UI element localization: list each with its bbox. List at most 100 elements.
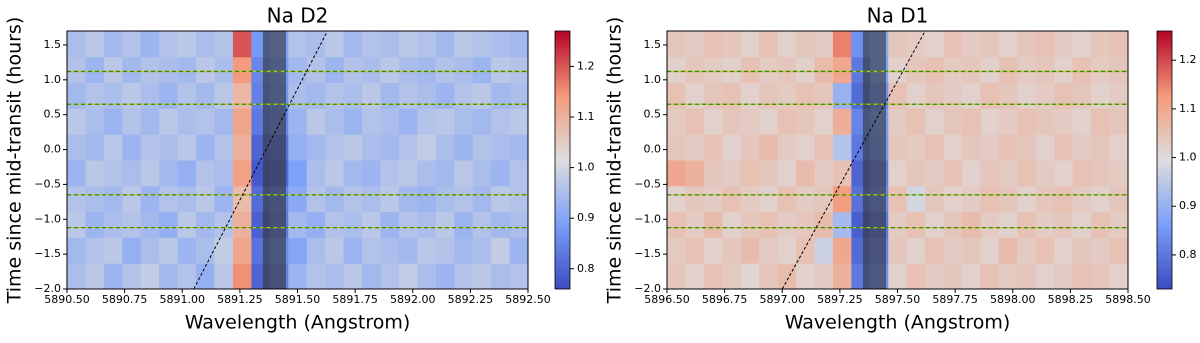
heatmap-cell	[722, 82, 742, 109]
heatmap-cell	[85, 56, 105, 84]
heatmap-cell	[380, 82, 400, 109]
heatmap-cell	[925, 211, 945, 238]
heatmap-cell	[306, 211, 326, 238]
heatmap-cell	[814, 82, 834, 109]
heatmap-cell	[454, 134, 474, 161]
heatmap-cell	[925, 185, 945, 213]
heatmap-cell	[796, 82, 816, 109]
heatmap-cell	[888, 31, 908, 58]
heatmap-cell	[122, 108, 142, 135]
y-tick-label: −1.5	[634, 247, 661, 260]
heatmap-cell	[380, 160, 400, 187]
heatmap-cell	[103, 56, 123, 84]
heatmap-cell	[943, 185, 963, 213]
heatmap-cell	[454, 31, 474, 58]
heatmap-cell	[362, 263, 381, 290]
heatmap-cell	[703, 134, 723, 161]
heatmap-cell	[1035, 56, 1055, 84]
heatmap-cell	[832, 185, 852, 213]
heatmap-cell	[454, 160, 474, 187]
heatmap-cell	[759, 82, 779, 109]
heatmap-cell	[122, 56, 142, 84]
heatmap-cell	[214, 185, 234, 213]
heatmap-cell	[454, 263, 474, 290]
heatmap-cell	[362, 82, 381, 109]
heatmap-cell	[140, 211, 160, 238]
y-tick-label: −1.5	[34, 247, 61, 260]
heatmap-cell	[832, 56, 852, 84]
heatmap-cell	[398, 82, 418, 109]
heatmap-cell	[832, 134, 852, 161]
heatmap-cell	[1109, 82, 1129, 109]
heatmap-cell	[196, 134, 216, 161]
heatmap-cell	[1035, 237, 1055, 264]
heatmap-cell	[814, 263, 834, 290]
heatmap-cell	[777, 211, 797, 238]
heatmap-cell	[509, 82, 529, 109]
heatmap-cell	[667, 31, 686, 58]
heatmap-cell	[1091, 185, 1111, 213]
heatmap-cell	[740, 134, 760, 161]
heatmap-cell	[667, 82, 686, 109]
heatmap-cell	[1091, 82, 1111, 109]
heatmap-cell	[196, 82, 216, 109]
heatmap-cell	[1017, 134, 1037, 161]
heatmap-cell	[740, 82, 760, 109]
heatmap-cell	[722, 237, 742, 264]
heatmap-cell	[888, 211, 908, 238]
heatmap-cell	[1054, 211, 1074, 238]
heatmap-cell	[980, 237, 1000, 264]
heatmap-cell	[417, 31, 437, 58]
heatmap-cell	[759, 108, 779, 135]
heatmap-cell	[1091, 56, 1111, 84]
heatmap-cell	[417, 56, 437, 84]
heatmap-cell	[325, 56, 345, 84]
heatmap-cell	[980, 56, 1000, 84]
colorbar-tick-label: 0.8	[1179, 248, 1197, 261]
heatmap-cell	[325, 82, 345, 109]
heatmap-cell	[832, 82, 852, 109]
heatmap-cell	[832, 108, 852, 135]
heatmap-cell	[85, 134, 105, 161]
heatmap-cell	[980, 134, 1000, 161]
heatmap-cell	[759, 134, 779, 161]
heatmap-cell	[159, 237, 179, 264]
heatmap-cell	[1017, 108, 1037, 135]
heatmap-cell	[232, 237, 252, 264]
heatmap-cell	[177, 31, 197, 58]
heatmap-cell	[362, 31, 381, 58]
heatmap-cell	[509, 108, 529, 135]
heatmap-cell	[491, 160, 511, 187]
heatmap-cell	[962, 211, 981, 238]
heatmap-cell	[722, 108, 742, 135]
heatmap-cell	[306, 108, 326, 135]
x-tick-label: 5891.00	[160, 293, 206, 306]
heatmap-cell	[67, 160, 86, 187]
heatmap-cell	[362, 185, 381, 213]
heatmap-cell	[740, 160, 760, 187]
x-tick-label: 5890.50	[44, 293, 90, 306]
heatmap-cell	[196, 160, 216, 187]
masked-band	[262, 31, 286, 289]
heatmap-cell	[509, 31, 529, 58]
heatmap-cell	[417, 211, 437, 238]
heatmap-cell	[417, 82, 437, 109]
heatmap-cell	[888, 160, 908, 187]
heatmap-cell	[777, 108, 797, 135]
heatmap-cell	[980, 82, 1000, 109]
heatmap-cell	[472, 82, 492, 109]
heatmap-cell	[685, 134, 705, 161]
heatmap-cell	[1072, 82, 1092, 109]
heatmap-cell	[472, 237, 492, 264]
heatmap-cell	[435, 263, 455, 290]
heatmap-cell	[685, 56, 705, 84]
heatmap-cell	[759, 211, 779, 238]
heatmap-cell	[306, 185, 326, 213]
heatmap-cell	[1035, 134, 1055, 161]
heatmap-cell	[380, 134, 400, 161]
heatmap-cell	[998, 134, 1018, 161]
heatmap-cell	[685, 108, 705, 135]
heatmap-cell	[906, 108, 926, 135]
heatmap-cell	[343, 237, 363, 264]
heatmap-cell	[343, 134, 363, 161]
